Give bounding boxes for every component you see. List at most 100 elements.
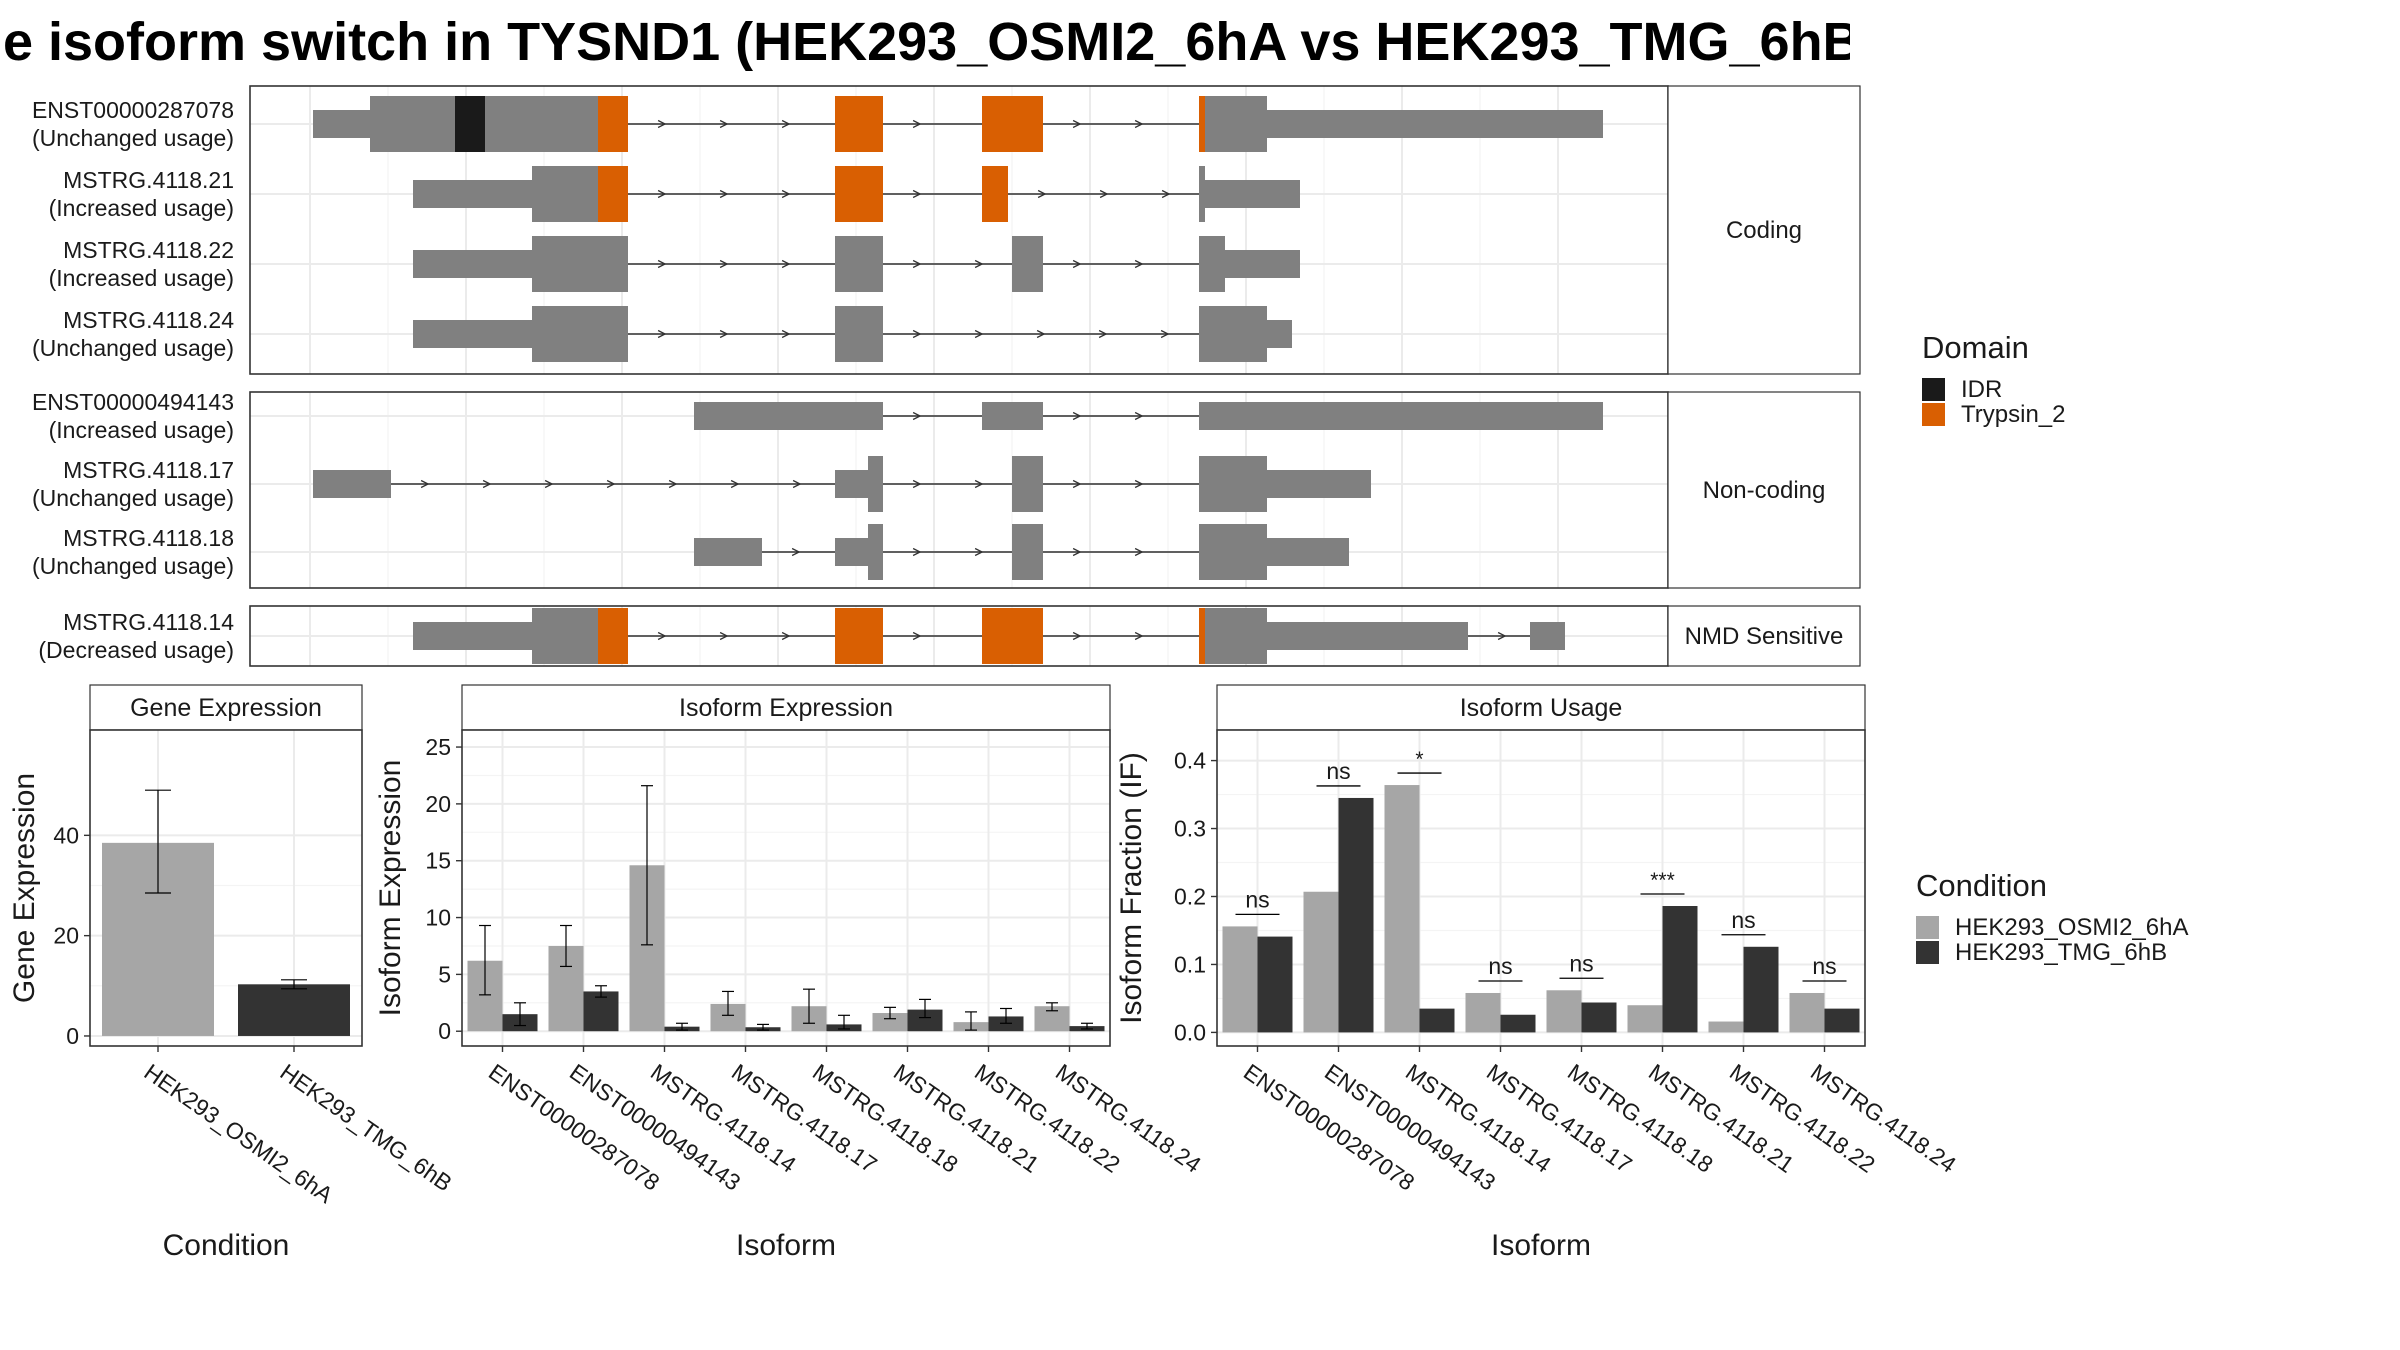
legend-label: HEK293_OSMI2_6hA	[1955, 914, 2188, 941]
intron-arrow	[1099, 189, 1109, 199]
legend-label: IDR	[1961, 376, 2002, 403]
intron-arrow	[974, 479, 984, 489]
exon-block	[1267, 320, 1292, 348]
exon-block	[313, 470, 391, 498]
bar-tmg	[583, 991, 619, 1032]
facet-strip	[1667, 605, 1861, 667]
transcript-model	[694, 402, 1603, 430]
bar-osmi2	[1789, 992, 1825, 1033]
intron-arrow	[912, 119, 922, 129]
figure-title-text: he isoform switch in TYSND1 (HEK293_OSMI…	[0, 12, 1850, 72]
intron-arrow	[1134, 547, 1144, 557]
exon-block	[313, 110, 370, 138]
intron-arrow	[719, 189, 729, 199]
trypsin-domain-exon	[835, 166, 883, 222]
intron-arrow	[1037, 189, 1047, 199]
transcript-name: ENST00000287078	[32, 97, 234, 123]
chart-2: Isoform Usage ns ns * ns ns *** ns ns 0.0 0.1 0.2 0.…	[1115, 684, 1961, 1262]
bar-tmg	[907, 1009, 943, 1032]
y-tick-label: 0.3	[1174, 816, 1206, 842]
exon-block	[868, 524, 883, 580]
exon-block	[868, 456, 883, 512]
transcript-model	[694, 524, 1349, 580]
transcript-model	[313, 96, 1603, 152]
x-axis-title: Isoform	[736, 1229, 836, 1262]
exon-block	[1012, 456, 1043, 512]
intron-arrow	[912, 329, 922, 339]
exon-block	[532, 608, 598, 664]
trypsin-domain-exon	[835, 96, 883, 152]
trypsin-domain-exon	[598, 608, 628, 664]
intron-arrow	[912, 479, 922, 489]
x-tick-label: MSTRG.4118.18	[1563, 1059, 1718, 1178]
facet-strip	[1667, 85, 1861, 375]
idr-domain-exon	[455, 96, 485, 152]
chart-title: Gene Expression	[130, 694, 322, 722]
intron-arrow	[1072, 547, 1082, 557]
bar-tmg	[1419, 1008, 1455, 1033]
intron-arrow	[974, 547, 984, 557]
significance-label: ns	[1488, 953, 1512, 979]
intron-arrow	[781, 119, 791, 129]
significance-label: *	[1415, 748, 1423, 771]
exon-block	[1205, 608, 1267, 664]
transcript-name: ENST00000494143	[32, 389, 234, 415]
x-tick-label: MSTRG.4118.22	[1725, 1059, 1880, 1178]
intron-arrow	[912, 547, 922, 557]
exon-block	[694, 402, 883, 430]
exon-block	[835, 306, 883, 362]
intron-arrow	[1072, 479, 1082, 489]
intron-arrow	[912, 631, 922, 641]
exon-block	[413, 180, 532, 208]
exon-block	[1267, 538, 1349, 566]
intron-arrow	[1072, 119, 1082, 129]
transcript-model	[413, 608, 1565, 664]
intron-arrow	[1497, 631, 1507, 641]
transcript-usage: (Unchanged usage)	[32, 125, 234, 151]
exon-block	[1205, 180, 1300, 208]
y-tick-label: 0	[438, 1018, 451, 1044]
exon-block	[1267, 622, 1468, 650]
y-tick-label: 0.0	[1174, 1019, 1206, 1045]
intron-arrow	[1134, 631, 1144, 641]
bar-osmi2	[1708, 1021, 1744, 1033]
intron-arrow	[1072, 631, 1082, 641]
legend-label: HEK293_TMG_6hB	[1955, 939, 2167, 966]
exon-block	[532, 236, 628, 292]
y-axis-title: Isoform Fraction (IF)	[1115, 752, 1148, 1024]
transcript-name: MSTRG.4118.14	[63, 609, 234, 635]
bar-osmi2	[872, 1013, 908, 1032]
figure-title: he isoform switch in TYSND1 (HEK293_OSMI…	[0, 4, 1850, 80]
bar	[238, 984, 350, 1036]
transcript-model	[413, 306, 1292, 362]
trypsin-domain-exon	[835, 608, 883, 664]
exon-block	[1267, 470, 1371, 498]
intron-arrow	[719, 119, 729, 129]
intron-arrow	[606, 479, 616, 489]
intron-arrow	[781, 631, 791, 641]
legend-label: Trypsin_2	[1961, 401, 2065, 428]
facet-strip-label: Coding	[1726, 217, 1802, 244]
intron-arrow	[657, 631, 667, 641]
legend-title: Condition	[1916, 868, 2047, 903]
facet-strip	[1667, 391, 1861, 589]
intron-arrow	[657, 189, 667, 199]
x-tick-label: MSTRG.4118.24	[1806, 1059, 1961, 1178]
chart-title: Isoform Expression	[679, 694, 893, 722]
exon-block	[413, 320, 532, 348]
y-tick-label: 5	[438, 961, 451, 987]
intron-arrow	[912, 411, 922, 421]
exon-block	[982, 402, 1043, 430]
plot-border	[1216, 729, 1866, 1047]
exon-block	[532, 166, 598, 222]
exon-block	[532, 306, 628, 362]
chart-title: Isoform Usage	[1460, 694, 1623, 722]
intron-arrow	[912, 189, 922, 199]
legend-swatch	[1916, 941, 1939, 964]
bar-tmg	[1500, 1014, 1536, 1033]
transcript-usage: (Decreased usage)	[38, 637, 234, 663]
significance-label: ns	[1812, 953, 1836, 979]
significance-label: ns	[1569, 950, 1593, 976]
legend-swatch	[1922, 403, 1945, 426]
significance-label: ns	[1731, 907, 1755, 933]
